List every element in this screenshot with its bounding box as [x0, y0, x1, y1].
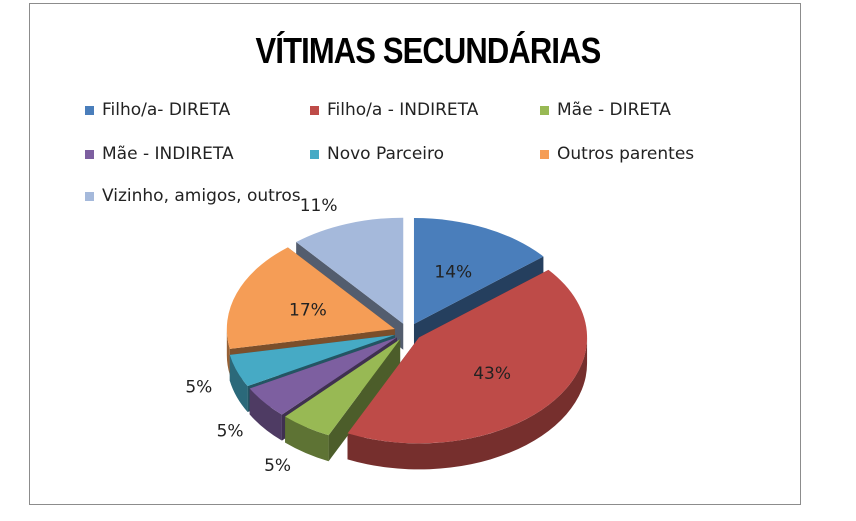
pie-slice: [413, 218, 544, 325]
legend-swatch: [310, 105, 319, 115]
legend-swatch: [540, 105, 549, 115]
legend-label: Filho/a- DIRETA: [102, 100, 231, 120]
pie-slice-side: [249, 388, 282, 441]
pie-slice: [347, 269, 588, 444]
pie-slice-side: [347, 337, 588, 470]
legend-swatch: [85, 149, 94, 159]
legend-label: Mãe - INDIRETA: [102, 144, 234, 164]
pie-slice: [296, 217, 404, 324]
legend-item: Vizinho, amigos, outros: [85, 186, 301, 206]
pie-slice: [229, 334, 395, 387]
pie-data-label: 43%: [473, 364, 511, 384]
pie-slice-side: [229, 354, 248, 413]
legend-swatch: [85, 105, 94, 115]
pie-slice-side: [285, 416, 329, 462]
legend-label: Outros parentes: [557, 144, 695, 164]
legend-item: Filho/a - INDIRETA: [310, 100, 478, 120]
legend-label: Mãe - DIRETA: [557, 100, 671, 120]
legend-item: Filho/a- DIRETA: [85, 100, 230, 120]
legend-label: Filho/a - INDIRETA: [327, 100, 479, 120]
pie-data-label: 17%: [289, 300, 327, 320]
pie-slice: [285, 339, 401, 436]
pie-slice-side: [226, 329, 230, 375]
legend-label: Vizinho, amigos, outros: [102, 186, 301, 206]
legend-swatch: [310, 149, 319, 159]
pie-slice: [249, 337, 397, 415]
legend-item: Mãe - DIRETA: [540, 100, 671, 120]
pie-data-label: 5%: [264, 456, 291, 476]
legend-item: Mãe - INDIRETA: [85, 144, 234, 164]
legend-item: Outros parentes: [540, 144, 694, 164]
pie-data-label: 14%: [434, 262, 472, 282]
pie-slice: [226, 247, 395, 349]
pie-data-label: 5%: [185, 378, 212, 398]
pie-data-label: 5%: [217, 422, 244, 442]
legend-item: Novo Parceiro: [310, 144, 444, 164]
pie-data-label: 11%: [300, 196, 338, 216]
legend-swatch: [85, 191, 94, 201]
legend-swatch: [540, 149, 549, 159]
chart-title: VÍTIMAS SECUNDÁRIAS: [255, 30, 602, 71]
legend-label: Novo Parceiro: [327, 144, 445, 164]
